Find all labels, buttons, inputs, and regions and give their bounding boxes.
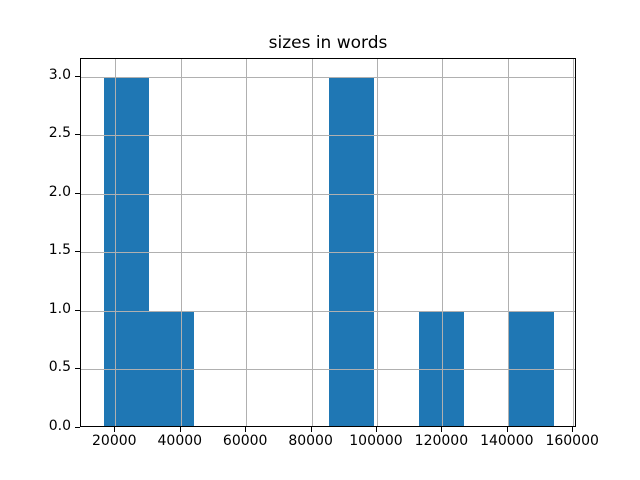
x-gridline — [507, 59, 509, 426]
x-tick-label: 60000 — [222, 433, 268, 449]
x-tick-label: 160000 — [545, 433, 599, 449]
x-tick-mark — [310, 427, 312, 432]
y-tick-mark — [75, 427, 80, 428]
y-tick-label: 1.5 — [48, 242, 71, 259]
y-tick-label: 2.5 — [48, 125, 71, 142]
x-tick-mark — [245, 427, 247, 432]
chart-title: sizes in words — [268, 33, 388, 53]
x-tick-label: 80000 — [288, 433, 333, 449]
x-tick-mark — [376, 427, 377, 432]
y-tick-mark — [75, 309, 80, 311]
y-tick-label: 3.0 — [48, 66, 71, 83]
x-tick-label: 40000 — [157, 433, 203, 449]
x-gridline — [246, 59, 248, 426]
x-gridline — [573, 59, 575, 426]
y-tick-mark — [75, 75, 80, 77]
y-tick-mark — [75, 368, 80, 370]
x-tick-mark — [179, 427, 181, 432]
plot-area — [80, 58, 576, 427]
y-gridline — [81, 76, 575, 78]
y-tick-label: 0.0 — [48, 418, 71, 434]
histogram-bar — [329, 76, 375, 426]
y-gridline — [81, 135, 575, 137]
x-tick-mark — [114, 427, 116, 432]
histogram-bar — [103, 76, 149, 426]
x-tick-mark — [441, 427, 443, 432]
y-gridline — [81, 252, 575, 254]
y-tick-mark — [75, 134, 80, 136]
x-tick-mark — [572, 427, 574, 432]
x-gridline — [115, 59, 117, 426]
y-gridline — [81, 310, 575, 312]
y-tick-label: 0.5 — [48, 359, 71, 376]
histogram-bar — [419, 310, 465, 426]
y-tick-label: 1.0 — [48, 300, 71, 317]
x-gridline — [311, 59, 313, 426]
y-tick-label: 2.0 — [48, 183, 71, 200]
x-tick-mark — [506, 427, 508, 432]
x-tick-label: 140000 — [480, 433, 534, 449]
y-tick-mark — [75, 192, 80, 194]
histogram-bar — [509, 310, 555, 426]
y-tick-mark — [75, 251, 80, 253]
x-gridline — [377, 59, 378, 426]
x-gridline — [180, 59, 182, 426]
x-tick-label: 120000 — [414, 433, 469, 449]
x-gridline — [442, 59, 444, 426]
y-gridline — [81, 193, 575, 195]
x-tick-label: 100000 — [349, 433, 403, 449]
x-tick-label: 20000 — [92, 433, 137, 449]
histogram-bar — [148, 310, 194, 426]
y-gridline — [81, 369, 575, 371]
